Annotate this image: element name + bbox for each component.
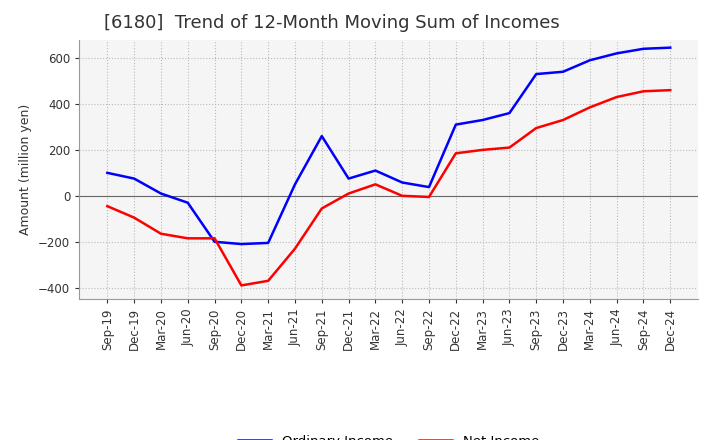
Net Income	[585, 105, 594, 110]
Ordinary Income	[612, 51, 621, 56]
Ordinary Income	[157, 191, 166, 196]
Net Income	[210, 236, 219, 241]
Net Income	[505, 145, 514, 150]
Ordinary Income	[398, 180, 407, 185]
Ordinary Income	[585, 58, 594, 63]
Net Income	[157, 231, 166, 236]
Ordinary Income	[318, 133, 326, 139]
Ordinary Income	[103, 170, 112, 176]
Net Income	[559, 117, 567, 123]
Line: Net Income: Net Income	[107, 90, 670, 286]
Net Income	[371, 182, 379, 187]
Ordinary Income	[371, 168, 379, 173]
Net Income	[425, 194, 433, 200]
Ordinary Income	[505, 110, 514, 116]
Ordinary Income	[425, 184, 433, 190]
Text: [6180]  Trend of 12-Month Moving Sum of Incomes: [6180] Trend of 12-Month Moving Sum of I…	[104, 15, 559, 33]
Net Income	[344, 191, 353, 196]
Ordinary Income	[559, 69, 567, 74]
Ordinary Income	[291, 182, 300, 187]
Ordinary Income	[478, 117, 487, 123]
Ordinary Income	[639, 46, 648, 51]
Net Income	[398, 193, 407, 198]
Net Income	[612, 95, 621, 100]
Net Income	[451, 150, 460, 156]
Net Income	[184, 236, 192, 241]
Net Income	[666, 88, 675, 93]
Net Income	[639, 88, 648, 94]
Net Income	[103, 204, 112, 209]
Net Income	[264, 278, 272, 283]
Ordinary Income	[210, 239, 219, 244]
Ordinary Income	[184, 200, 192, 205]
Ordinary Income	[130, 176, 138, 181]
Ordinary Income	[264, 240, 272, 246]
Line: Ordinary Income: Ordinary Income	[107, 48, 670, 244]
Net Income	[130, 215, 138, 220]
Net Income	[532, 125, 541, 131]
Net Income	[237, 283, 246, 288]
Ordinary Income	[344, 176, 353, 181]
Ordinary Income	[237, 242, 246, 247]
Y-axis label: Amount (million yen): Amount (million yen)	[19, 104, 32, 235]
Net Income	[318, 206, 326, 211]
Net Income	[478, 147, 487, 153]
Ordinary Income	[666, 45, 675, 50]
Ordinary Income	[451, 122, 460, 127]
Legend: Ordinary Income, Net Income: Ordinary Income, Net Income	[233, 430, 544, 440]
Ordinary Income	[532, 71, 541, 77]
Net Income	[291, 246, 300, 251]
